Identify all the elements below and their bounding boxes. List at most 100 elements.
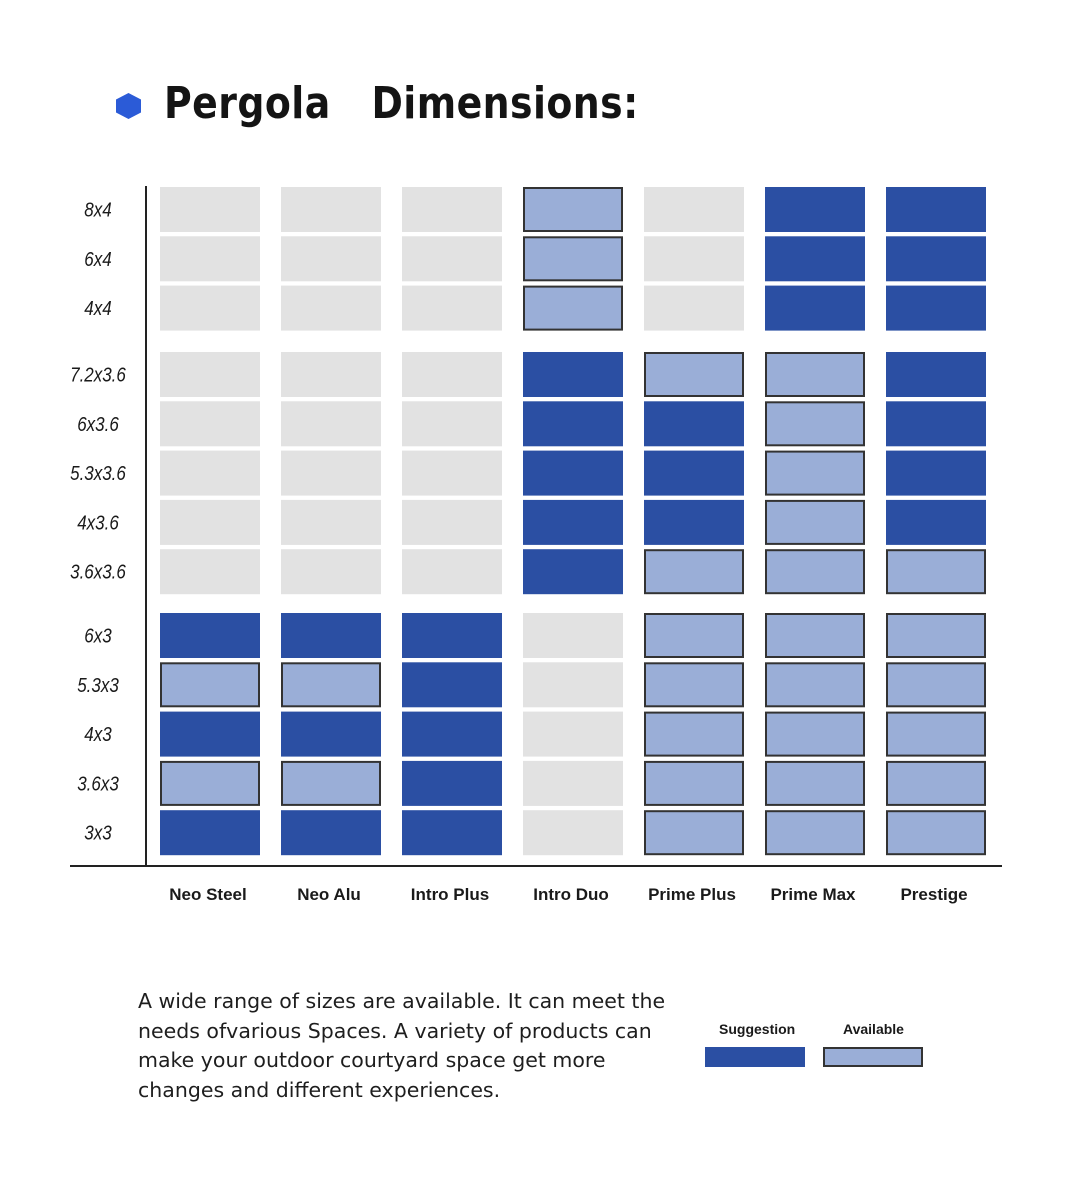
column-label: Prime Plus: [648, 885, 736, 904]
row-label: 4x3.6: [77, 511, 119, 534]
cell-available: [765, 549, 865, 595]
cell-suggestion: [523, 499, 623, 545]
cell-suggestion: [402, 711, 502, 757]
cell-available: [886, 549, 986, 595]
cell-empty: [160, 401, 260, 447]
cell-available: [281, 760, 381, 806]
page-title: Pergola Dimensions:: [164, 78, 639, 129]
cell-empty: [402, 236, 502, 282]
column-label: Neo Steel: [169, 885, 246, 904]
cell-empty: [281, 236, 381, 282]
cell-empty: [523, 662, 623, 708]
cell-available: [644, 711, 744, 757]
cell-suggestion: [886, 401, 986, 447]
cell-available: [644, 613, 744, 658]
cell-suggestion: [402, 662, 502, 708]
cell-available: [523, 187, 623, 232]
row-label: 7.2x3.6: [70, 363, 126, 386]
cell-suggestion: [281, 711, 381, 757]
cell-suggestion: [402, 810, 502, 856]
cell-empty: [644, 187, 744, 232]
cell-empty: [281, 187, 381, 232]
cell-empty: [281, 401, 381, 447]
legend-available-label: Available: [843, 1021, 904, 1037]
row-label: 3x3: [84, 821, 112, 844]
column-label: Prestige: [900, 885, 967, 904]
cell-available: [886, 711, 986, 757]
cell-empty: [402, 352, 502, 397]
cell-available: [644, 810, 744, 856]
cell-suggestion: [765, 187, 865, 232]
cell-empty: [644, 236, 744, 282]
cell-available: [765, 810, 865, 856]
cell-suggestion: [886, 499, 986, 545]
cell-available: [765, 711, 865, 757]
cell-available: [281, 662, 381, 708]
cell-available: [160, 662, 260, 708]
cell-suggestion: [644, 499, 744, 545]
cell-suggestion: [886, 285, 986, 331]
cell-available: [644, 549, 744, 595]
cell-empty: [281, 352, 381, 397]
cell-available: [765, 352, 865, 397]
cell-empty: [160, 549, 260, 595]
row-label: 3.6x3: [77, 772, 119, 795]
legend-suggestion-swatch: [705, 1047, 805, 1067]
cell-empty: [160, 450, 260, 496]
cell-suggestion: [765, 285, 865, 331]
cell-empty: [160, 187, 260, 232]
row-label: 5.3x3: [77, 673, 119, 696]
cell-available: [765, 760, 865, 806]
cell-empty: [402, 549, 502, 595]
cell-suggestion: [523, 549, 623, 595]
cell-suggestion: [523, 450, 623, 496]
cell-suggestion: [886, 187, 986, 232]
row-label: 6x3: [84, 624, 112, 647]
cell-empty: [402, 187, 502, 232]
cell-available: [765, 401, 865, 447]
cell-empty: [402, 401, 502, 447]
cell-available: [886, 760, 986, 806]
cell-suggestion: [886, 450, 986, 496]
cell-empty: [160, 285, 260, 331]
row-label: 6x4: [84, 247, 111, 270]
cell-suggestion: [160, 613, 260, 658]
cell-available: [160, 760, 260, 806]
cell-suggestion: [523, 401, 623, 447]
hexagon-bullet-icon: [116, 93, 141, 119]
cell-suggestion: [644, 401, 744, 447]
description-text: A wide range of sizes are available. It …: [138, 989, 666, 1102]
cell-available: [523, 285, 623, 331]
cell-empty: [160, 499, 260, 545]
row-label: 3.6x3.6: [70, 560, 126, 583]
cell-available: [644, 760, 744, 806]
cell-suggestion: [402, 760, 502, 806]
cell-available: [523, 236, 623, 282]
cell-suggestion: [402, 613, 502, 658]
cell-empty: [644, 285, 744, 331]
column-label: Intro Duo: [533, 885, 609, 904]
cell-suggestion: [644, 450, 744, 496]
cell-suggestion: [523, 352, 623, 397]
row-label: 5.3x3.6: [70, 462, 126, 485]
row-label: 6x3.6: [77, 412, 119, 435]
cell-suggestion: [281, 810, 381, 856]
cell-empty: [402, 499, 502, 545]
cell-empty: [281, 549, 381, 595]
legend-suggestion-label: Suggestion: [719, 1021, 796, 1037]
cell-available: [765, 450, 865, 496]
cell-suggestion: [765, 236, 865, 282]
row-label: 8x4: [84, 198, 111, 221]
row-label: 4x4: [84, 297, 111, 320]
cell-empty: [160, 352, 260, 397]
cell-available: [644, 662, 744, 708]
legend-available-swatch: [823, 1047, 923, 1067]
cell-suggestion: [886, 236, 986, 282]
cell-available: [765, 662, 865, 708]
cell-empty: [402, 450, 502, 496]
cell-available: [886, 662, 986, 708]
column-label: Intro Plus: [411, 885, 489, 904]
row-label: 4x3: [84, 723, 112, 746]
cell-available: [644, 352, 744, 397]
cell-available: [765, 499, 865, 545]
